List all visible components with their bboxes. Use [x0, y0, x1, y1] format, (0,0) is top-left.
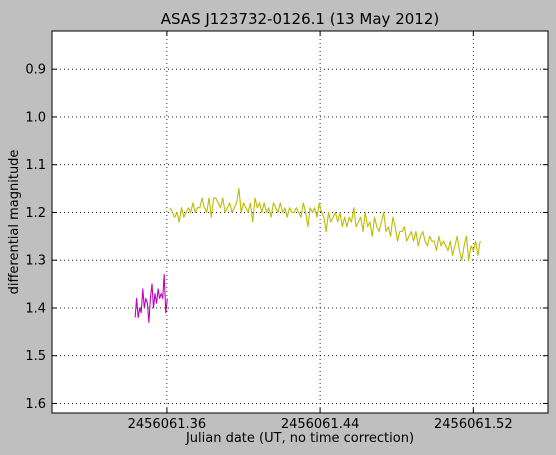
- x-tick-label: 2456061.36: [128, 417, 207, 432]
- series-line-1: [134, 273, 168, 323]
- y-tick-label: 1.3: [25, 254, 46, 269]
- axis-ticks: 2456061.36 2456061.44 2456061.52 0.9 1.0 1.1 1…: [25, 31, 548, 432]
- plot-border: [51, 30, 549, 414]
- y-tick-label: 1.5: [25, 349, 46, 364]
- y-tick-label: 1.4: [25, 301, 46, 316]
- x-axis-label: Julian date (UT, no time correction): [185, 431, 414, 446]
- grid-lines: [52, 31, 548, 413]
- y-tick-label: 0.9: [25, 63, 46, 78]
- y-tick-label: 1.1: [25, 158, 46, 173]
- x-tick-label: 2456061.52: [434, 417, 513, 432]
- series-lines: [134, 188, 481, 323]
- chart-title: ASAS J123732-0126.1 (13 May 2012): [161, 10, 439, 28]
- y-tick-label: 1.6: [25, 397, 46, 412]
- x-tick-label: 2456061.44: [281, 417, 360, 432]
- plot-area: [51, 30, 549, 414]
- series-line-2: [169, 188, 481, 261]
- y-tick-label: 1.0: [25, 110, 46, 125]
- y-axis-label: differential magnitude: [7, 150, 22, 295]
- y-tick-label: 1.2: [25, 206, 46, 221]
